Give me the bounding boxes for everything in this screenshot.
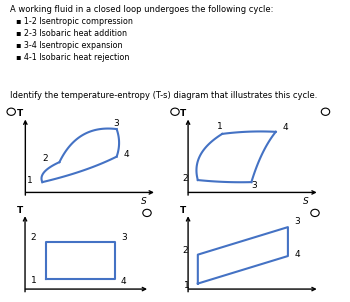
Text: T: T bbox=[180, 109, 186, 118]
Text: 2: 2 bbox=[183, 246, 188, 255]
Text: T: T bbox=[18, 109, 23, 118]
Text: 2: 2 bbox=[183, 174, 188, 183]
Text: ▪ 3-4 Isentropic expansion: ▪ 3-4 Isentropic expansion bbox=[16, 41, 122, 50]
Text: T: T bbox=[180, 206, 186, 215]
Text: S: S bbox=[141, 197, 146, 206]
Text: 4: 4 bbox=[295, 250, 300, 259]
Text: 3: 3 bbox=[121, 233, 127, 242]
Text: 4: 4 bbox=[283, 123, 288, 132]
Text: 1: 1 bbox=[32, 276, 37, 285]
Text: Identify the temperature-entropy (T-s) diagram that illustrates this cycle.: Identify the temperature-entropy (T-s) d… bbox=[10, 91, 318, 100]
Text: 1: 1 bbox=[184, 281, 190, 291]
Text: 4: 4 bbox=[120, 277, 126, 286]
Text: ▪ 4-1 Isobaric heat rejection: ▪ 4-1 Isobaric heat rejection bbox=[16, 53, 129, 62]
Text: T: T bbox=[17, 206, 23, 215]
Text: 4: 4 bbox=[124, 150, 129, 159]
Text: S: S bbox=[303, 197, 309, 206]
Text: 3: 3 bbox=[114, 119, 119, 128]
Text: ▪ 1-2 Isentropic compression: ▪ 1-2 Isentropic compression bbox=[16, 17, 133, 26]
Text: 2: 2 bbox=[30, 233, 36, 242]
Text: A working fluid in a closed loop undergoes the following cycle:: A working fluid in a closed loop undergo… bbox=[10, 5, 274, 14]
Text: 3: 3 bbox=[251, 181, 257, 190]
Text: ▪ 2-3 Isobaric heat addition: ▪ 2-3 Isobaric heat addition bbox=[16, 29, 127, 38]
Text: 1: 1 bbox=[217, 122, 223, 131]
Text: 3: 3 bbox=[295, 217, 301, 226]
Text: 2: 2 bbox=[42, 154, 48, 163]
Text: 1: 1 bbox=[27, 176, 33, 185]
